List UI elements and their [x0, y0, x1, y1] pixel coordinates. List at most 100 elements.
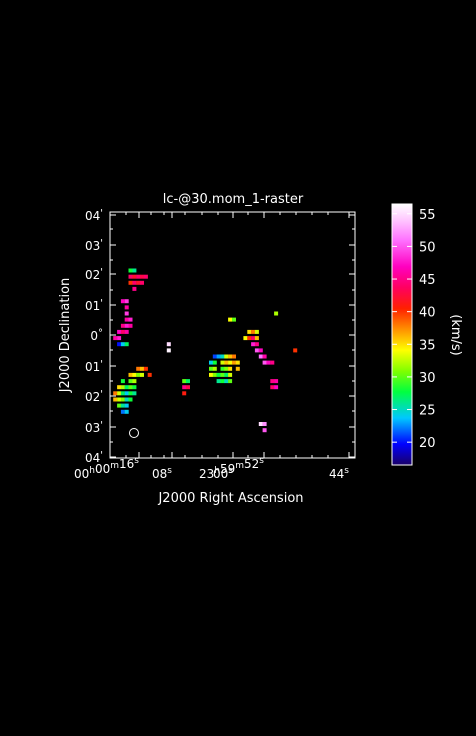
- dec-tick-label-unit: ': [100, 359, 103, 370]
- dec-tick-label: 0°: [90, 328, 103, 343]
- plot-title: lc-@30.mom_1-raster: [163, 192, 304, 207]
- ra-tick-label: 08s: [152, 466, 172, 481]
- raster-pixel: [117, 403, 122, 408]
- ra-tick-label-value: 00: [74, 467, 89, 481]
- dec-tick-label-deg: 03: [85, 421, 100, 435]
- dec-tick-label-deg: 01: [85, 360, 100, 374]
- raster-pixel: [228, 317, 233, 322]
- raster-pixel: [232, 360, 236, 365]
- ra-tick-label-unit: s: [167, 466, 172, 476]
- ra-tick-label-unit: s: [134, 456, 139, 466]
- raster-pixel: [132, 379, 137, 384]
- raster-pixel: [120, 403, 125, 408]
- raster-pixel: [216, 354, 221, 359]
- dec-tick-label: 02': [85, 389, 103, 404]
- dec-tick-label-deg: 02: [85, 390, 100, 404]
- raster-pixel: [243, 336, 248, 341]
- dec-tick-label-unit: ': [100, 267, 103, 278]
- raster-pixel: [247, 329, 252, 334]
- raster-pixel: [224, 379, 229, 384]
- raster-pixel: [117, 342, 122, 347]
- raster-pixel: [117, 397, 122, 402]
- colorbar-tick-label: 20: [419, 436, 436, 451]
- ra-tick-label-unit: h: [89, 466, 95, 476]
- raster-pixel: [124, 397, 129, 402]
- raster-pixel: [212, 372, 217, 377]
- ra-tick-label-value: 59: [220, 462, 235, 476]
- raster-pixel: [251, 342, 256, 347]
- raster-pixel: [120, 299, 125, 304]
- dec-tick-label-unit: ': [100, 298, 103, 309]
- colorbar: [391, 203, 413, 466]
- dec-tick-label: 04': [85, 208, 103, 223]
- raster-pixel: [262, 428, 267, 433]
- raster-pixel: [235, 366, 240, 371]
- dec-tick-label: 03': [85, 420, 103, 435]
- raster-pixel: [117, 385, 122, 390]
- ra-tick-label-unit: s: [228, 466, 233, 476]
- raster-pixel: [247, 336, 252, 341]
- raster-pixel: [128, 317, 133, 322]
- raster-pixel: [124, 391, 129, 396]
- ra-tick-label-value: 52: [244, 457, 259, 471]
- ra-tick-label-value: 00: [95, 462, 110, 476]
- ra-tick-label-value: 44: [329, 467, 344, 481]
- dec-tick-label-unit: ': [100, 420, 103, 431]
- raster-pixel: [140, 274, 144, 279]
- raster-pixel: [132, 391, 137, 396]
- raster-pixel: [293, 348, 298, 353]
- raster-pixel: [186, 385, 190, 390]
- ra-tick-label-unit: h: [214, 466, 220, 476]
- colorbar-tick-label: 35: [419, 338, 436, 353]
- ra-tick-label-value: 16: [119, 457, 134, 471]
- ra-tick-label: 44s: [329, 466, 349, 481]
- raster-pixel: [120, 385, 125, 390]
- raster-pixel: [124, 409, 129, 414]
- dec-tick-label: 04': [85, 450, 103, 465]
- raster-pixel: [128, 385, 133, 390]
- ra-tick-label-unit: s: [259, 456, 264, 466]
- raster-pixel: [117, 391, 122, 396]
- raster-pixel: [132, 385, 137, 390]
- raster-pixel: [140, 280, 144, 285]
- raster-pixel: [182, 391, 187, 396]
- raster-pixel: [132, 286, 137, 291]
- ra-tick-label-unit: m: [235, 461, 244, 471]
- raster-pixel: [209, 372, 213, 377]
- raster-pixel: [143, 366, 148, 371]
- ra-tick-label: 00s: [213, 466, 233, 481]
- colorbar-label: (km/s): [448, 314, 463, 356]
- raster-pixel: [120, 342, 125, 347]
- colorbar-tick-label: 45: [419, 273, 436, 288]
- raster-pixel: [147, 372, 152, 377]
- dec-tick-label-unit: ': [100, 450, 103, 461]
- ra-tick-label-value: 23: [199, 467, 214, 481]
- raster-pixel: [251, 336, 256, 341]
- raster-pixel: [120, 391, 125, 396]
- raster-pixel: [258, 422, 263, 426]
- dec-tick-label-deg: 03: [85, 239, 100, 253]
- raster-pixel: [120, 379, 125, 384]
- raster-pixel: [182, 385, 187, 390]
- raster-pixel: [274, 385, 279, 390]
- raster-pixel: [166, 348, 171, 353]
- raster-pixel: [270, 385, 275, 390]
- raster-pixel: [251, 329, 256, 334]
- colorbar-tick-label: 50: [419, 240, 436, 255]
- raster-pixel: [216, 379, 221, 384]
- raster-pixel: [128, 391, 133, 396]
- raster-pixel: [143, 274, 148, 279]
- dec-tick-label: 02': [85, 267, 103, 282]
- dec-tick-label-deg: 0: [90, 329, 98, 343]
- ra-tick-label-unit: s: [344, 466, 349, 476]
- raster-pixel: [120, 397, 125, 402]
- raster-pixel: [132, 274, 137, 279]
- raster-pixel: [117, 336, 122, 341]
- dec-tick-label-deg: 01: [85, 299, 100, 313]
- dec-tick-label-deg: 02: [85, 268, 100, 282]
- raster-pixel: [136, 280, 141, 285]
- raster-pixel: [254, 336, 259, 341]
- raster-pixel: [117, 329, 122, 334]
- ra-tick-label: 23h59m52s: [199, 456, 264, 481]
- raster-pixel: [120, 329, 125, 334]
